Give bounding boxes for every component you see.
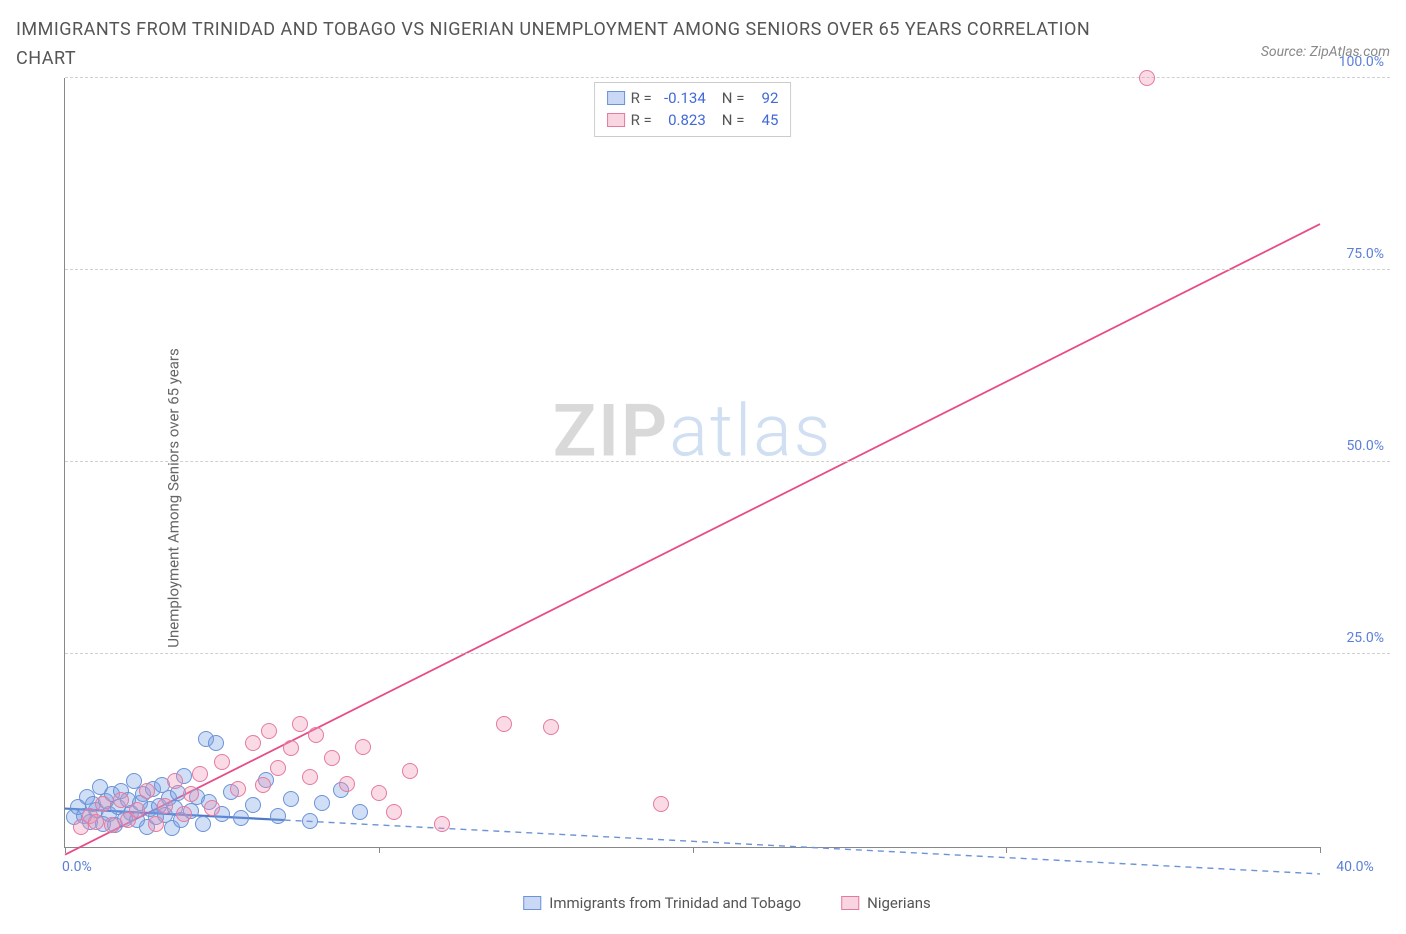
x-tick [1006,847,1007,853]
r-value: -0.134 [658,87,706,110]
legend-swatch [841,896,859,910]
data-point [113,792,129,808]
x-tick-label: 0.0% [62,859,92,875]
data-point [176,806,192,822]
data-point [214,754,230,770]
data-point [230,781,246,797]
data-point [233,810,249,826]
data-point [402,763,418,779]
data-point [157,798,173,814]
data-point [88,814,104,830]
data-point [355,739,371,755]
data-point [283,740,299,756]
data-point [302,813,318,829]
data-point [148,816,164,832]
n-label: N = [722,109,745,132]
gridline [65,269,1390,270]
legend-swatch [607,91,625,105]
gridline [65,461,1390,462]
data-point [352,804,368,820]
gridline [65,77,1390,78]
x-tick-label: 40.0% [1336,859,1374,875]
x-tick [1320,847,1321,853]
data-point [270,760,286,776]
correlation-chart: Unemployment Among Seniors over 65 years… [16,78,1390,918]
data-point [653,796,669,812]
data-point [1139,70,1155,86]
data-point [129,802,145,818]
data-point [270,808,286,824]
x-tick [693,847,694,853]
data-point [283,791,299,807]
data-point [308,727,324,743]
data-point [314,795,330,811]
data-point [292,716,308,732]
y-tick-label: 75.0% [1346,246,1384,262]
data-point [255,777,271,793]
data-point [192,766,208,782]
data-point [434,816,450,832]
stats-legend-row: R = -0.134 N =92 [607,87,779,110]
data-point [543,719,559,735]
data-point [195,816,211,832]
y-tick-label: 50.0% [1346,438,1384,454]
r-label: R = [631,109,652,132]
data-point [371,785,387,801]
data-point [339,776,355,792]
legend-item: Nigerians [841,894,931,912]
n-value: 45 [750,109,778,132]
stats-legend-row: R = 0.823 N =45 [607,109,779,132]
legend-label: Nigerians [867,894,931,912]
data-point [167,773,183,789]
data-point [245,797,261,813]
data-point [496,716,512,732]
gridline [65,653,1390,654]
data-point [139,783,155,799]
plot-area: ZIPatlas R =-0.134N =92R =0.823N =45 25.… [64,78,1320,848]
data-point [183,786,199,802]
r-value: 0.823 [658,109,706,132]
y-tick-label: 25.0% [1346,630,1384,646]
y-tick-label: 100.0% [1339,54,1384,70]
data-point [95,796,111,812]
legend-swatch [523,896,541,910]
chart-title: IMMIGRANTS FROM TRINIDAD AND TOBAGO VS N… [16,16,1106,74]
x-tick [65,847,66,853]
data-point [386,804,402,820]
series-legend: Immigrants from Trinidad and Tobago Niger… [523,894,931,912]
data-point [302,769,318,785]
x-tick [379,847,380,853]
n-label: N = [722,87,745,110]
data-point [324,750,340,766]
data-point [245,735,261,751]
data-point [204,800,220,816]
regression-lines [65,78,1320,847]
legend-item: Immigrants from Trinidad and Tobago [523,894,801,912]
data-point [261,723,277,739]
legend-label: Immigrants from Trinidad and Tobago [549,894,801,912]
data-point [208,735,224,751]
data-point [104,817,120,833]
legend-swatch [607,113,625,127]
n-value: 92 [750,87,778,110]
stats-legend: R = -0.134 N =92 R = 0.823 N =45 [594,82,792,137]
r-label: R = [631,87,652,110]
